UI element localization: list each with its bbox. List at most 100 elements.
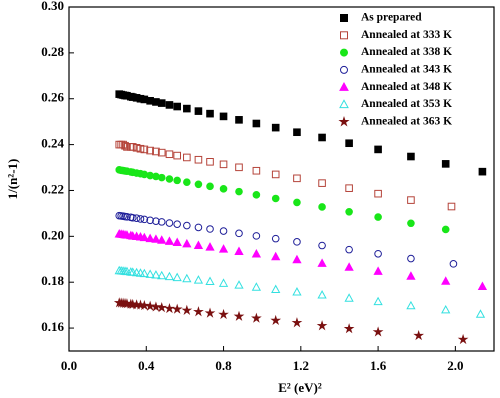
legend-marker <box>339 99 349 109</box>
point <box>119 140 127 149</box>
point <box>345 184 353 192</box>
y-tick-label: 0.24 <box>41 136 64 151</box>
point <box>235 229 243 238</box>
point <box>145 269 155 278</box>
point <box>150 301 162 312</box>
x-axis-label: E² (eV)² <box>278 380 322 395</box>
point <box>182 273 192 283</box>
point <box>374 213 382 221</box>
point <box>218 308 229 320</box>
point <box>457 333 469 345</box>
y-tick-label: 0.18 <box>41 273 64 288</box>
point <box>157 173 166 182</box>
point <box>233 310 245 321</box>
legend-marker <box>339 81 349 91</box>
point <box>234 280 244 289</box>
point <box>181 304 193 315</box>
point <box>251 312 262 323</box>
point <box>128 213 137 222</box>
point <box>406 271 416 280</box>
legend-marker <box>340 31 348 40</box>
point <box>123 213 131 221</box>
point <box>407 196 415 204</box>
point <box>218 278 229 287</box>
point <box>477 281 488 291</box>
point <box>219 112 228 121</box>
x-tick-label: 0.0 <box>61 358 77 373</box>
point <box>441 225 450 234</box>
point <box>373 296 383 306</box>
point <box>441 160 450 168</box>
point <box>252 232 261 240</box>
point <box>406 300 416 310</box>
point <box>194 155 203 164</box>
legend-label: Annealed at 333 K <box>361 29 452 41</box>
point <box>318 241 326 250</box>
point <box>132 214 141 223</box>
point <box>219 185 228 193</box>
point <box>271 284 281 294</box>
point <box>271 194 280 203</box>
point <box>218 244 229 253</box>
legend-label: Annealed at 353 K <box>361 98 452 110</box>
point <box>271 251 281 261</box>
point <box>293 238 301 246</box>
point <box>345 207 353 216</box>
y-tick-label: 0.20 <box>41 227 64 242</box>
point <box>374 145 382 154</box>
point <box>139 268 149 278</box>
point <box>317 290 327 299</box>
legend-label: Annealed at 363 K <box>361 115 452 127</box>
legend-label: Annealed at 338 K <box>361 46 452 58</box>
point <box>165 175 174 183</box>
point <box>165 101 174 109</box>
point <box>206 109 214 118</box>
point <box>205 276 215 285</box>
point <box>235 116 243 124</box>
point <box>475 309 486 318</box>
x-tick-label: 1.6 <box>370 358 387 373</box>
point <box>252 166 261 175</box>
point <box>139 232 149 242</box>
point <box>128 143 137 151</box>
point <box>121 141 129 150</box>
y-tick-label: 0.22 <box>41 181 64 196</box>
point <box>271 170 280 179</box>
point <box>172 237 182 246</box>
point <box>173 220 181 228</box>
point <box>173 151 181 160</box>
plot-frame <box>68 6 495 352</box>
point <box>318 179 326 187</box>
legend-marker <box>340 14 348 22</box>
point <box>251 248 262 258</box>
point <box>146 216 154 225</box>
point <box>152 217 160 225</box>
point <box>478 167 487 176</box>
point <box>374 189 382 198</box>
point <box>140 215 149 224</box>
point <box>204 307 216 318</box>
point <box>206 182 214 191</box>
x-tick-label: 1.2 <box>293 358 309 373</box>
point <box>407 219 415 228</box>
point <box>292 254 302 264</box>
point <box>234 246 244 255</box>
x-tick-label: 0.4 <box>138 358 155 373</box>
point <box>292 287 302 296</box>
point <box>343 323 355 334</box>
point <box>123 143 131 151</box>
point <box>235 187 243 196</box>
point <box>182 238 192 248</box>
point <box>205 242 215 251</box>
point <box>441 276 451 285</box>
point <box>172 272 182 282</box>
point <box>317 258 327 267</box>
point <box>132 144 141 152</box>
point <box>157 218 166 226</box>
point <box>447 202 456 211</box>
point <box>146 146 154 155</box>
point <box>219 160 228 169</box>
point <box>194 107 203 115</box>
legend-marker <box>340 65 348 74</box>
